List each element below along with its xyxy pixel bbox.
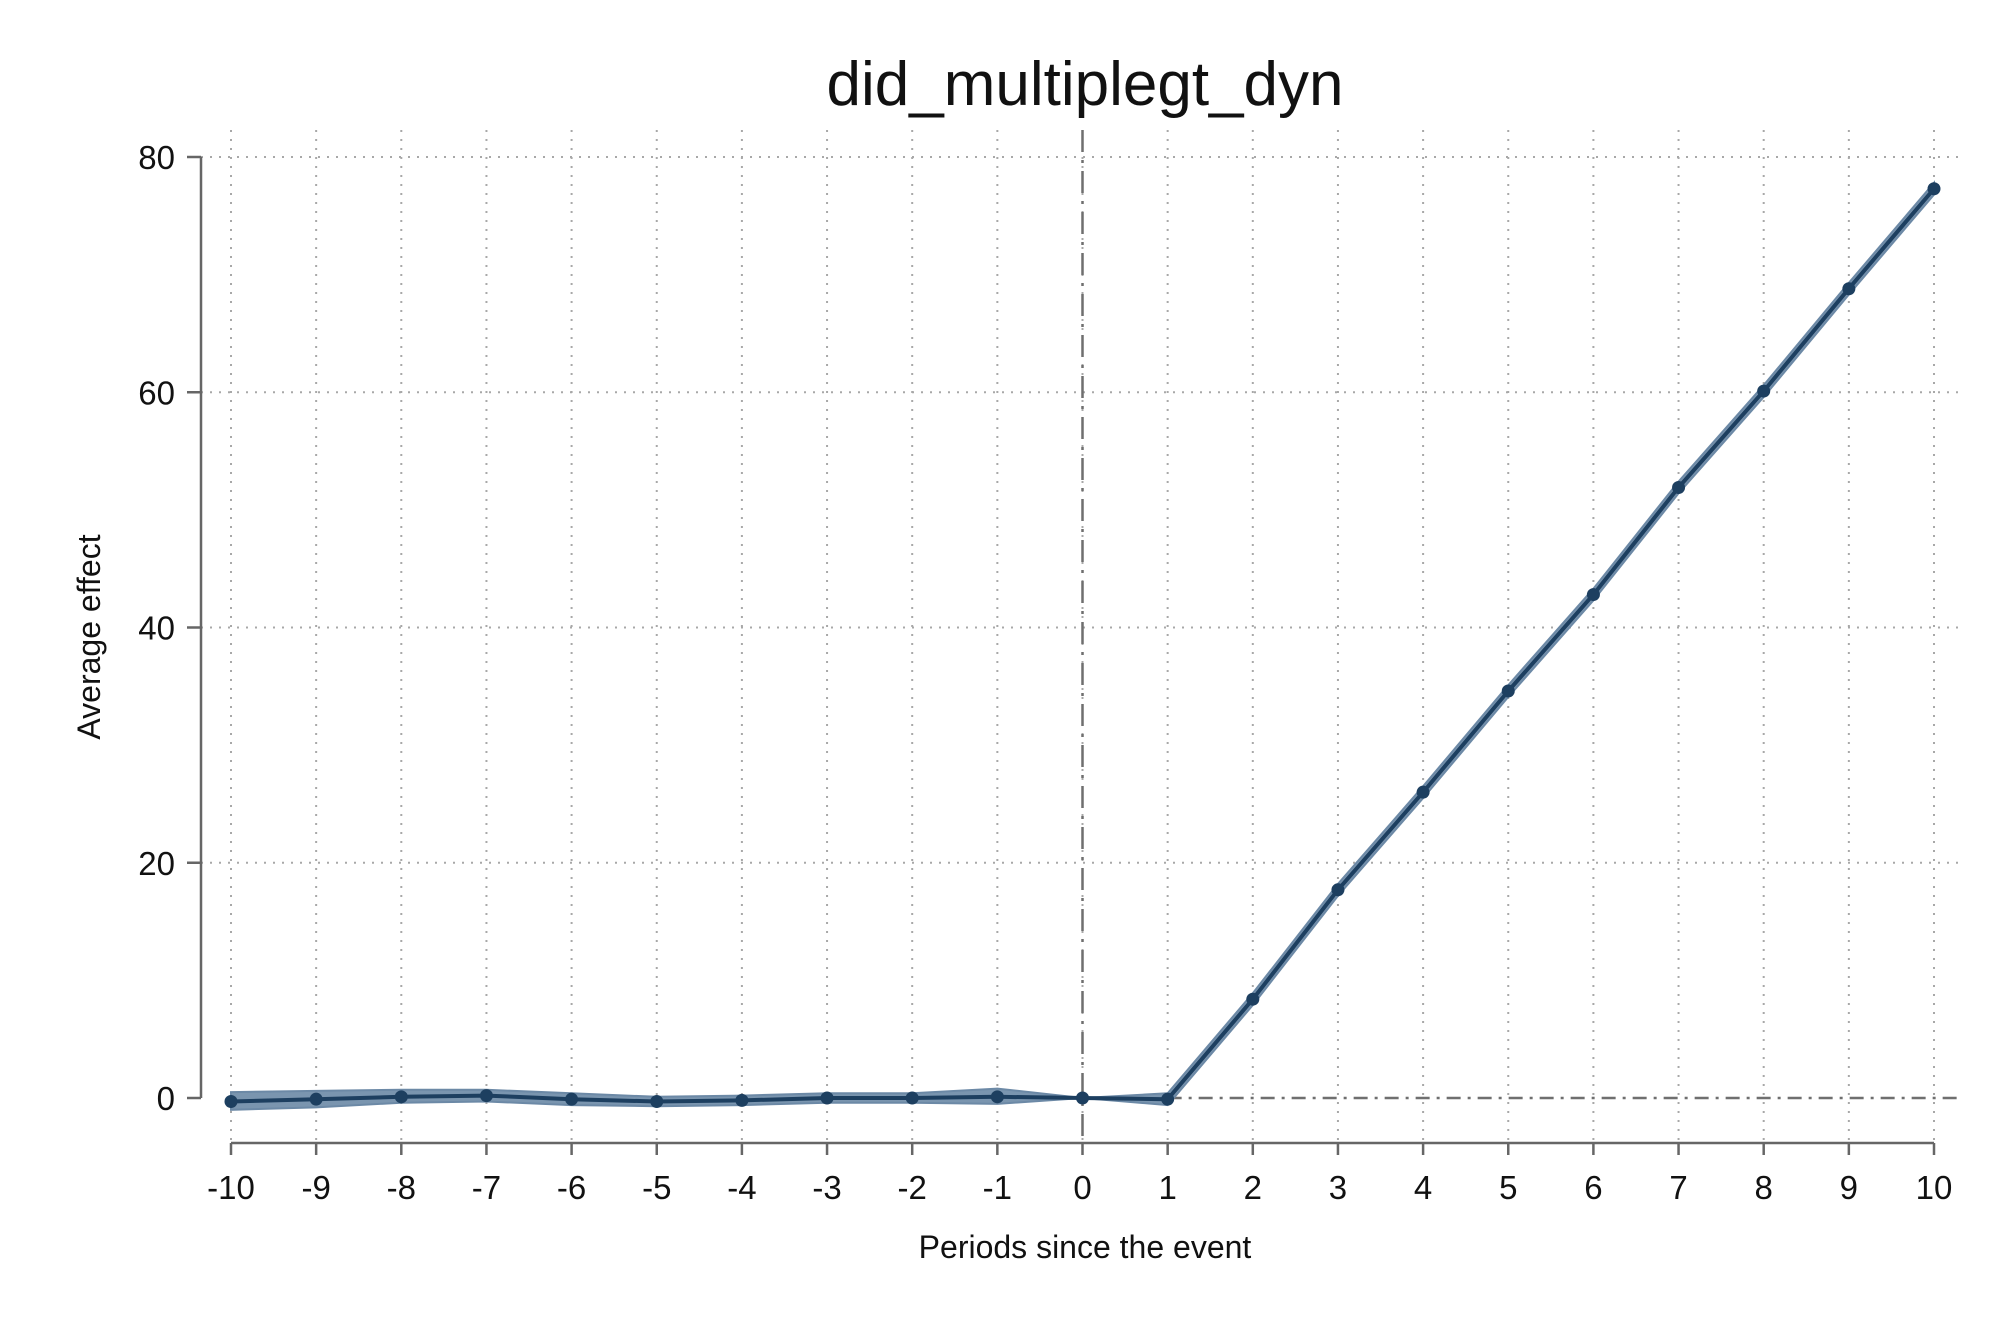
x-tick-label: 6	[1584, 1169, 1602, 1206]
data-point	[905, 1091, 919, 1105]
data-point	[224, 1095, 238, 1109]
x-tick-label: -2	[898, 1169, 927, 1206]
y-axis-ticks: 0 20 40 60 80	[138, 139, 201, 1117]
y-tick-label: 40	[138, 610, 175, 647]
data-point	[820, 1091, 834, 1105]
x-tick-label: -3	[812, 1169, 841, 1206]
data-point	[1586, 588, 1600, 602]
x-tick-label: -10	[207, 1169, 255, 1206]
data-point	[650, 1095, 664, 1109]
data-point	[1416, 785, 1430, 799]
x-tick-label: -7	[472, 1169, 501, 1206]
x-tick-label: 8	[1755, 1169, 1773, 1206]
data-point	[1076, 1091, 1089, 1105]
x-tick-label: 7	[1669, 1169, 1687, 1206]
x-tick-label: -6	[557, 1169, 586, 1206]
data-point	[1672, 481, 1686, 495]
data-point	[565, 1092, 579, 1106]
x-axis-ticks: -10 -9 -8 -7 -6 -5 -4 -3 -2 -1 0 1 2 3 4 5 6 7 8 9 10	[207, 1143, 1952, 1206]
data-series	[224, 180, 1941, 1111]
x-tick-label: -8	[387, 1169, 416, 1206]
gridlines	[201, 130, 1962, 1143]
x-tick-label: 10	[1916, 1169, 1953, 1206]
y-tick-label: 20	[138, 845, 175, 882]
reference-lines	[1081, 130, 1962, 1143]
data-point	[1757, 384, 1771, 398]
data-point	[1927, 182, 1941, 196]
x-tick-label: 0	[1073, 1169, 1091, 1206]
chart-title: did_multiplegt_dyn	[826, 50, 1343, 119]
data-point	[309, 1092, 323, 1106]
y-axis-title: Average effect	[71, 534, 107, 739]
y-tick-label: 80	[138, 139, 175, 176]
x-tick-label: 1	[1158, 1169, 1176, 1206]
x-tick-label: -1	[983, 1169, 1012, 1206]
data-point	[1161, 1092, 1175, 1106]
x-tick-label: 4	[1414, 1169, 1432, 1206]
data-point	[1501, 684, 1515, 698]
x-axis-title: Periods since the event	[919, 1229, 1252, 1265]
data-point	[1246, 992, 1260, 1006]
data-point	[990, 1090, 1004, 1104]
data-point	[394, 1090, 408, 1104]
x-tick-label: -5	[642, 1169, 671, 1206]
data-point	[1842, 282, 1856, 296]
x-tick-label: 2	[1244, 1169, 1262, 1206]
data-point	[479, 1089, 493, 1103]
y-tick-label: 60	[138, 374, 175, 411]
x-tick-label: 3	[1329, 1169, 1347, 1206]
x-tick-label: -9	[301, 1169, 330, 1206]
y-tick-label: 0	[157, 1080, 175, 1117]
x-tick-label: 5	[1499, 1169, 1517, 1206]
x-tick-label: -4	[727, 1169, 756, 1206]
data-point	[735, 1093, 749, 1107]
data-point	[1331, 883, 1345, 897]
x-tick-label: 9	[1840, 1169, 1858, 1206]
